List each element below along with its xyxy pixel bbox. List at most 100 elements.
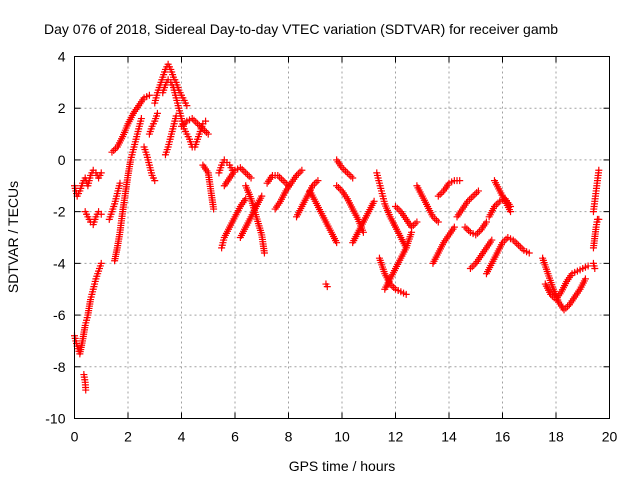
data-point-fill xyxy=(240,167,248,175)
data-point-fill xyxy=(393,204,401,212)
data-point-fill xyxy=(336,185,344,193)
x-tick-label: 16 xyxy=(495,429,511,445)
data-point xyxy=(525,249,533,257)
y-tick-label: 4 xyxy=(58,49,66,65)
data-point xyxy=(151,177,159,185)
series-arc-h xyxy=(140,143,159,185)
series-arc-q xyxy=(220,164,255,190)
data-point-fill xyxy=(411,220,419,228)
y-tick-label: -2 xyxy=(53,204,66,220)
data-point xyxy=(258,192,266,200)
x-axis-label: GPS time / hours xyxy=(289,458,396,474)
data-point xyxy=(153,109,161,117)
x-tick-label: 0 xyxy=(71,429,79,445)
series-arc-r xyxy=(218,195,250,252)
x-tick-label: 10 xyxy=(334,429,350,445)
series-arc-t xyxy=(242,182,268,257)
data-point xyxy=(279,177,287,185)
data-point-fill xyxy=(179,121,187,129)
y-tick-label: -6 xyxy=(53,307,66,323)
data-point xyxy=(507,208,515,216)
data-point xyxy=(581,275,589,283)
data-point-fill xyxy=(467,194,475,202)
x-tick-label: 8 xyxy=(285,429,293,445)
data-point-fill xyxy=(312,178,320,186)
series-arc-n xyxy=(191,117,210,151)
x-tick-label: 12 xyxy=(388,429,404,445)
data-point xyxy=(349,174,357,182)
grid-lines xyxy=(74,56,610,419)
series-arc-g xyxy=(105,179,124,223)
series-arc-ae xyxy=(381,228,416,293)
data-point xyxy=(183,102,191,110)
data-point-fill xyxy=(192,118,200,126)
data-point xyxy=(333,182,341,190)
data-point xyxy=(370,197,378,205)
data-point-fill xyxy=(436,190,444,198)
data-point-fill xyxy=(468,263,476,271)
data-point-fill xyxy=(276,173,284,181)
data-point-fill xyxy=(473,189,481,197)
y-tick-label: -4 xyxy=(53,255,66,271)
series-arc-aa xyxy=(333,156,357,182)
data-point xyxy=(97,259,105,267)
series-arc-m xyxy=(178,115,212,138)
data-point xyxy=(474,187,482,195)
data-point xyxy=(515,241,523,249)
x-tick-label: 20 xyxy=(602,429,618,445)
data-point-fill xyxy=(238,165,246,173)
series-arc-o xyxy=(199,161,218,213)
data-point xyxy=(108,148,116,156)
series-arc-as xyxy=(589,166,603,216)
series-arc-ag xyxy=(413,182,442,226)
data-point-fill xyxy=(110,146,118,154)
series-arc-af xyxy=(392,202,421,231)
series-arc-ap xyxy=(539,254,589,314)
data-point xyxy=(434,192,442,200)
data-point xyxy=(145,91,153,99)
data-point-fill xyxy=(475,227,483,235)
y-tick-label: -8 xyxy=(53,359,66,375)
series-arc-ar xyxy=(589,215,603,252)
data-point xyxy=(333,239,341,247)
data-point-fill xyxy=(463,225,471,233)
data-point-fill xyxy=(342,167,350,175)
series-arc-ah xyxy=(429,223,458,267)
data-point-fill xyxy=(347,172,355,180)
data-point xyxy=(323,283,331,291)
y-tick-labels: -10 -8 -6 -4 -2 0 2 4 xyxy=(45,49,65,427)
data-point xyxy=(242,169,250,177)
data-point xyxy=(591,265,599,273)
data-point xyxy=(392,202,399,210)
series-arc-al xyxy=(466,236,496,273)
data-point-fill xyxy=(190,116,198,124)
data-point xyxy=(82,386,90,394)
data-series xyxy=(71,60,603,394)
data-point-fill xyxy=(340,165,348,173)
data-point-fill xyxy=(294,170,302,178)
series-arc-f xyxy=(111,115,145,265)
data-point-fill xyxy=(474,229,482,237)
data-point xyxy=(97,210,105,218)
series-arc-ak xyxy=(461,218,490,239)
y-tick-label: 0 xyxy=(58,152,66,168)
series-arc-y xyxy=(322,280,331,291)
series-arc-ab xyxy=(349,197,378,247)
data-point-fill xyxy=(245,172,253,180)
data-point xyxy=(450,223,458,231)
series-arc-v xyxy=(271,166,306,213)
series-arc-aj xyxy=(453,187,482,221)
data-point-fill xyxy=(202,128,210,136)
y-tick-label: 2 xyxy=(58,100,66,116)
data-point-fill xyxy=(471,190,479,198)
data-point-fill xyxy=(470,261,478,269)
data-point-fill xyxy=(438,189,446,197)
y-axis-label: SDTVAR / TECUs xyxy=(5,181,21,293)
x-tick-label: 14 xyxy=(441,429,457,445)
data-point xyxy=(172,112,180,120)
data-point-fill xyxy=(296,168,304,176)
data-point xyxy=(260,249,268,257)
series-arc-b xyxy=(80,371,90,394)
data-point xyxy=(314,177,322,185)
